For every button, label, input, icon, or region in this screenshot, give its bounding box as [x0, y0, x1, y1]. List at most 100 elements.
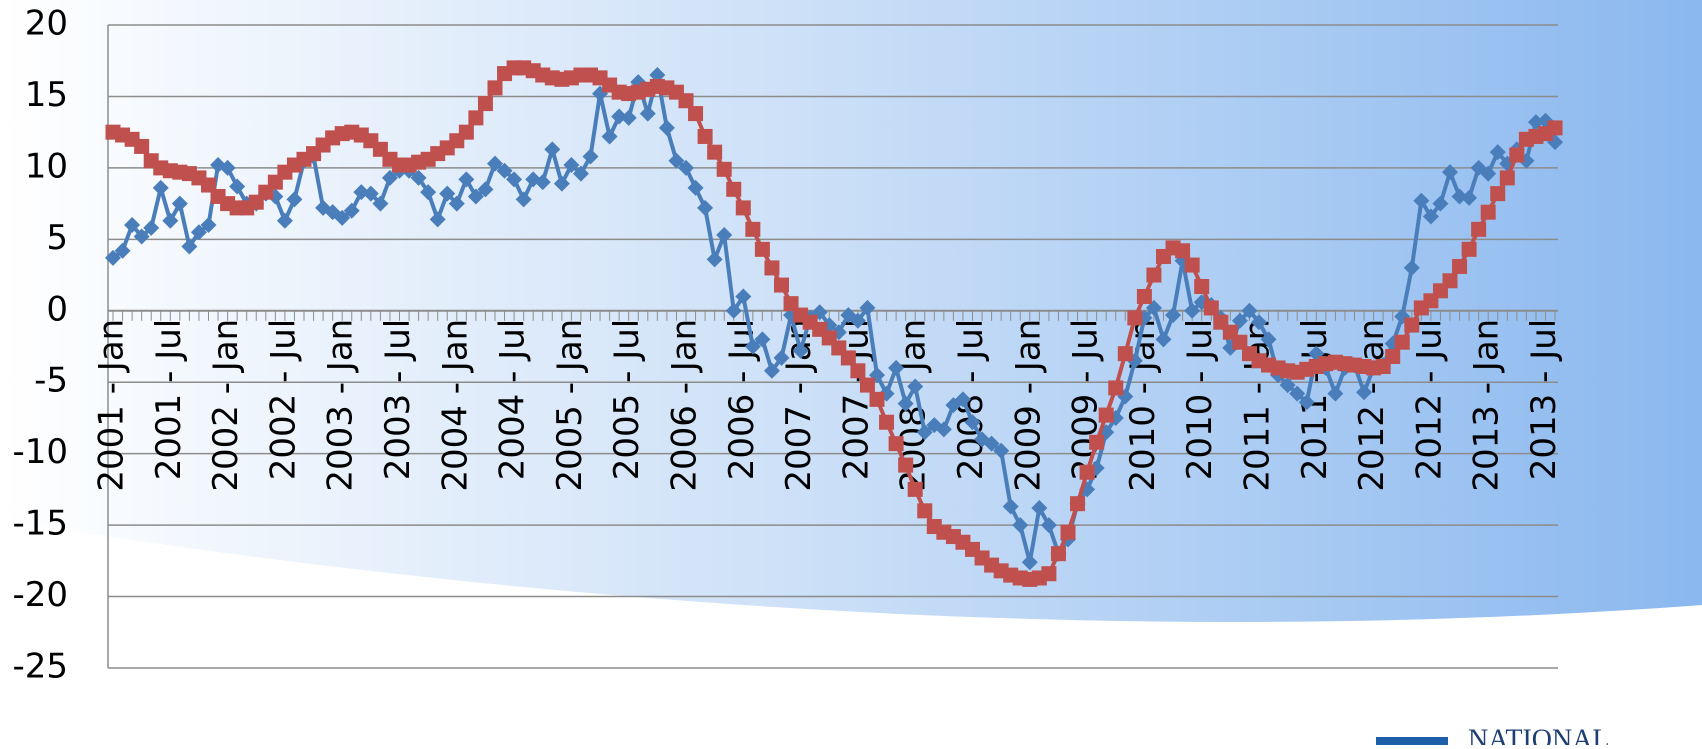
- x-tick-label: 2005 - Jul: [607, 319, 647, 480]
- marker: [1184, 257, 1200, 273]
- marker: [1041, 566, 1057, 582]
- marker: [1394, 334, 1410, 350]
- marker: [1480, 165, 1497, 182]
- swoosh: [0, 520, 1702, 745]
- marker: [1471, 221, 1487, 237]
- marker: [1480, 204, 1496, 220]
- marker: [792, 342, 809, 359]
- marker: [229, 178, 246, 195]
- marker: [850, 363, 866, 379]
- marker: [725, 302, 742, 319]
- y-tick-label: 15: [25, 75, 68, 115]
- marker: [572, 165, 589, 182]
- marker: [716, 161, 732, 177]
- marker: [1241, 302, 1258, 319]
- marker: [1327, 385, 1344, 402]
- marker: [678, 93, 694, 109]
- marker: [114, 242, 131, 259]
- marker: [688, 106, 704, 122]
- marker: [745, 221, 761, 237]
- x-tick-label: 2012 - Jan: [1352, 319, 1392, 492]
- marker: [898, 457, 914, 473]
- marker: [907, 378, 924, 395]
- marker: [162, 212, 179, 229]
- x-tick-label: 2012 - Jul: [1409, 319, 1449, 480]
- marker: [487, 80, 503, 96]
- marker: [467, 188, 484, 205]
- marker: [773, 349, 790, 366]
- y-tick-label: -20: [12, 575, 68, 615]
- marker: [1070, 496, 1086, 512]
- x-tick-label: 2006 - Jan: [665, 319, 705, 492]
- marker: [1403, 259, 1420, 276]
- marker: [707, 144, 723, 160]
- marker: [200, 217, 217, 234]
- marker: [964, 414, 981, 431]
- marker: [754, 241, 770, 257]
- marker: [372, 195, 389, 212]
- marker: [869, 391, 885, 407]
- marker: [286, 191, 303, 208]
- marker: [1175, 243, 1191, 259]
- marker: [763, 362, 780, 379]
- marker: [706, 251, 723, 268]
- marker: [1298, 394, 1315, 411]
- logo-text: NATIONAL: [1468, 724, 1610, 745]
- marker: [1194, 278, 1210, 294]
- marker: [1490, 186, 1506, 202]
- marker: [1089, 434, 1105, 450]
- marker: [1289, 385, 1306, 402]
- marker: [190, 224, 207, 241]
- marker: [1050, 546, 1066, 562]
- marker: [1002, 498, 1019, 515]
- marker: [1232, 334, 1248, 350]
- marker: [506, 171, 523, 188]
- y-tick-label: -15: [12, 504, 68, 544]
- marker: [1461, 189, 1478, 206]
- marker: [1279, 377, 1296, 394]
- marker: [916, 424, 933, 441]
- y-tick-label: 20: [25, 4, 68, 44]
- marker: [429, 211, 446, 228]
- marker: [1413, 192, 1430, 209]
- y-tick-label: -25: [12, 647, 68, 687]
- marker: [1184, 302, 1201, 319]
- marker: [1127, 310, 1143, 326]
- marker: [276, 212, 293, 229]
- marker: [1155, 331, 1172, 348]
- marker: [1165, 307, 1182, 324]
- marker: [181, 238, 198, 255]
- marker: [1146, 267, 1162, 283]
- marker: [553, 175, 570, 192]
- marker: [1451, 188, 1468, 205]
- marker: [124, 217, 141, 234]
- marker: [764, 260, 780, 276]
- marker: [458, 124, 474, 140]
- y-tick-label: 10: [25, 146, 68, 186]
- y-tick-label: -10: [12, 432, 68, 472]
- marker: [917, 503, 933, 519]
- marker: [1040, 517, 1057, 534]
- logo-mark: [1376, 737, 1448, 745]
- marker: [1547, 120, 1563, 136]
- marker: [1108, 380, 1124, 396]
- marker: [487, 155, 503, 172]
- marker: [1260, 331, 1277, 348]
- marker: [219, 159, 236, 176]
- marker: [888, 359, 905, 376]
- marker: [496, 162, 513, 179]
- marker: [687, 179, 704, 196]
- marker: [534, 174, 551, 191]
- marker: [515, 191, 532, 208]
- marker: [1442, 164, 1458, 181]
- marker: [1404, 317, 1420, 333]
- marker: [907, 481, 923, 497]
- marker: [1509, 147, 1525, 163]
- marker: [1356, 384, 1373, 401]
- marker: [410, 169, 427, 186]
- y-tick-label: 5: [46, 218, 68, 258]
- marker: [888, 436, 904, 452]
- marker: [362, 185, 379, 202]
- marker: [935, 421, 952, 438]
